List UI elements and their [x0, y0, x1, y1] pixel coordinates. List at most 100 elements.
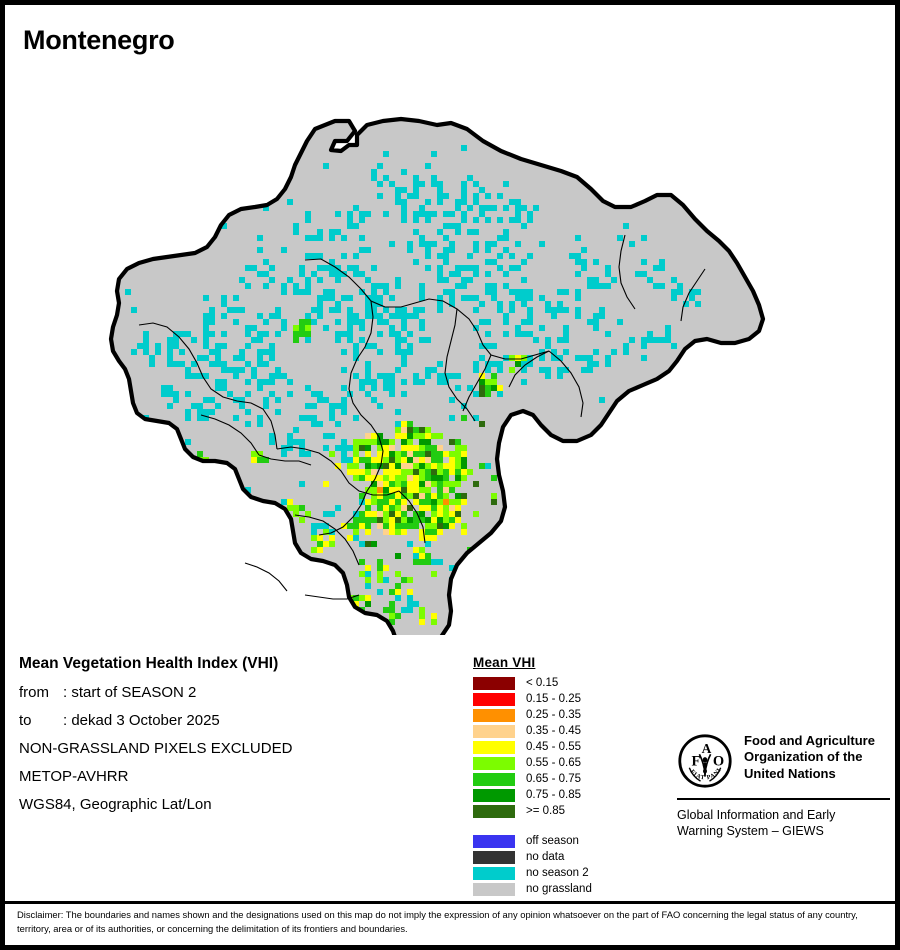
vhi-pixel: [221, 313, 227, 319]
vhi-pixel: [167, 337, 173, 343]
vhi-pixel: [425, 457, 431, 463]
vhi-pixel: [275, 331, 281, 337]
vhi-pixel: [179, 349, 185, 355]
vhi-pixel: [419, 289, 425, 295]
vhi-pixel: [665, 427, 671, 433]
vhi-pixel: [407, 349, 413, 355]
vhi-pixel: [431, 571, 437, 577]
vhi-pixel: [383, 481, 389, 487]
vhi-pixel: [221, 343, 227, 349]
vhi-pixel: [557, 355, 563, 361]
vhi-pixel: [455, 511, 461, 517]
vhi-pixel: [173, 343, 179, 349]
vhi-pixel: [329, 583, 335, 589]
vhi-pixel: [143, 337, 149, 343]
vhi-pixel: [287, 445, 293, 451]
vhi-pixel: [353, 415, 359, 421]
vhi-pixel: [389, 463, 395, 469]
vhi-pixel: [275, 367, 281, 373]
vhi-pixel: [425, 433, 431, 439]
vhi-pixel: [455, 439, 461, 445]
vhi-pixel: [377, 451, 383, 457]
vhi-pixel: [473, 229, 479, 235]
vhi-pixel: [395, 409, 401, 415]
vhi-pixel: [479, 385, 485, 391]
vhi-pixel: [377, 493, 383, 499]
vhi-pixel: [203, 313, 209, 319]
vhi-pixel: [203, 295, 209, 301]
vhi-pixel: [575, 259, 581, 265]
vhi-pixel: [401, 187, 407, 193]
vhi-pixel: [407, 505, 413, 511]
vhi-pixel: [155, 349, 161, 355]
vhi-pixel: [359, 337, 365, 343]
metadata-projection: WGS84, Geographic Lat/Lon: [19, 796, 212, 813]
vhi-pixel: [359, 235, 365, 241]
vhi-pixel: [449, 469, 455, 475]
vhi-pixel: [407, 493, 413, 499]
vhi-pixel: [239, 397, 245, 403]
vhi-pixel: [257, 379, 263, 385]
legend-swatch: [473, 708, 515, 722]
vhi-pixel: [509, 355, 515, 361]
vhi-pixel: [521, 319, 527, 325]
vhi-pixel: [257, 415, 263, 421]
vhi-pixel: [353, 265, 359, 271]
vhi-pixel: [485, 367, 491, 373]
vhi-pixel: [377, 565, 383, 571]
vhi-pixel: [581, 265, 587, 271]
vhi-pixel: [359, 517, 365, 523]
vhi-pixel: [383, 529, 389, 535]
vhi-pixel: [473, 307, 479, 313]
vhi-pixel: [503, 313, 509, 319]
vhi-pixel: [539, 349, 545, 355]
vhi-pixel: [443, 247, 449, 253]
vhi-pixel: [419, 469, 425, 475]
vhi-pixel: [371, 433, 377, 439]
vhi-pixel: [419, 439, 425, 445]
vhi-pixel: [653, 265, 659, 271]
vhi-pixel: [443, 193, 449, 199]
vhi-pixel: [527, 295, 533, 301]
vhi-pixel: [383, 307, 389, 313]
vhi-pixel: [455, 493, 461, 499]
vhi-pixel: [431, 475, 437, 481]
vhi-pixel: [455, 271, 461, 277]
vhi-pixel: [671, 469, 677, 475]
vhi-pixel: [401, 475, 407, 481]
vhi-pixel: [503, 229, 509, 235]
vhi-pixel: [413, 523, 419, 529]
montenegro-map-svg[interactable]: [5, 55, 895, 635]
vhi-pixel: [245, 421, 251, 427]
vhi-pixel: [557, 367, 563, 373]
map-canvas[interactable]: [5, 55, 895, 635]
vhi-pixel: [443, 517, 449, 523]
vhi-pixel: [473, 325, 479, 331]
vhi-pixel: [413, 463, 419, 469]
vhi-pixel: [395, 283, 401, 289]
vhi-pixel: [185, 331, 191, 337]
vhi-pixel: [335, 307, 341, 313]
vhi-pixel: [401, 481, 407, 487]
vhi-pixel: [413, 553, 419, 559]
svg-text:F: F: [692, 753, 701, 769]
vhi-pixel: [323, 163, 329, 169]
vhi-pixel: [275, 373, 281, 379]
vhi-pixel: [443, 505, 449, 511]
vhi-pixel: [125, 289, 131, 295]
vhi-pixel: [359, 571, 365, 577]
vhi-pixel: [431, 511, 437, 517]
vhi-pixel: [419, 283, 425, 289]
vhi-pixel: [329, 415, 335, 421]
vhi-pixel: [419, 505, 425, 511]
vhi-pixel: [269, 313, 275, 319]
vhi-pixel: [527, 307, 533, 313]
legend-label: off season: [526, 835, 579, 847]
vhi-pixel: [383, 517, 389, 523]
vhi-pixel: [329, 535, 335, 541]
vhi-pixel: [473, 391, 479, 397]
vhi-pixel: [395, 613, 401, 619]
vhi-pixel: [293, 223, 299, 229]
vhi-pixel: [269, 379, 275, 385]
vhi-pixel: [455, 469, 461, 475]
